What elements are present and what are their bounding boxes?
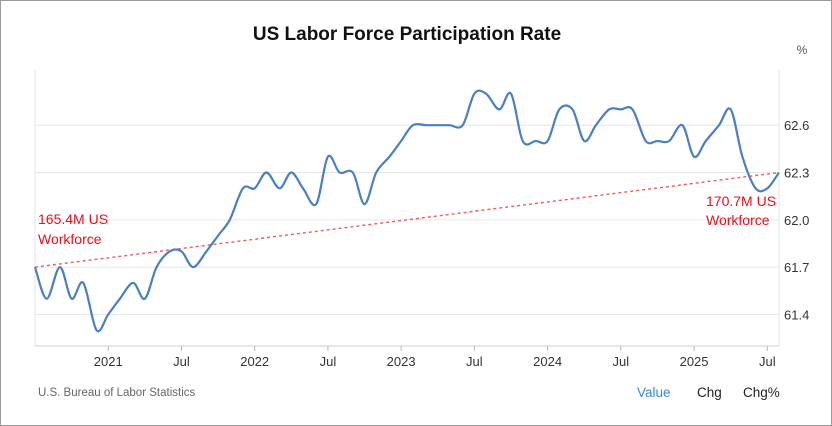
tab-chg-percent[interactable]: Chg%: [743, 385, 780, 400]
series-group: [33, 89, 780, 333]
y-tick-label-2: 62.0: [784, 213, 809, 228]
trendline-path: [34, 171, 780, 268]
x-tick-label-8: 2025: [680, 354, 709, 369]
source-label: U.S. Bureau of Labor Statistics: [38, 387, 195, 399]
annotation-left-line1: 165.4M US: [38, 211, 108, 227]
grid-lines: [35, 124, 779, 315]
tab-value[interactable]: Value: [637, 385, 671, 400]
x-tick-label-1: Jul: [173, 354, 190, 369]
annotation-right-line2: Workforce: [706, 212, 770, 228]
x-tick-label-6: 2024: [533, 354, 562, 369]
y-tick-label-4: 62.6: [784, 118, 809, 133]
tab-chg[interactable]: Chg: [697, 385, 722, 400]
y-tick-label-1: 61.7: [784, 260, 809, 275]
x-tick-label-5: Jul: [466, 354, 483, 369]
unit-label: %: [797, 43, 808, 57]
y-tick-label-0: 61.4: [784, 307, 809, 322]
x-tick-label-4: 2023: [387, 354, 416, 369]
x-tick-marks: [107, 346, 768, 351]
x-tick-label-2: 2022: [240, 354, 269, 369]
y-tick-label-3: 62.3: [784, 166, 809, 181]
series-line-0: [33, 89, 780, 333]
x-tick-label-7: Jul: [613, 354, 630, 369]
x-tick-label-3: Jul: [320, 354, 337, 369]
chart-title: US Labor Force Participation Rate: [253, 24, 561, 45]
annotation-right-line1: 170.7M US: [706, 193, 776, 209]
y-tick-labels: 61.4 61.7 62.0 62.3 62.6: [784, 118, 809, 322]
x-tick-label-0: 2021: [94, 354, 123, 369]
x-tick-label-9: Jul: [759, 354, 776, 369]
trendline: [34, 171, 780, 268]
annotation-left-line2: Workforce: [38, 231, 102, 247]
x-tick-labels: 2021 Jul 2022 Jul 2023 Jul 2024 Jul 2025 Jul: [94, 354, 776, 369]
